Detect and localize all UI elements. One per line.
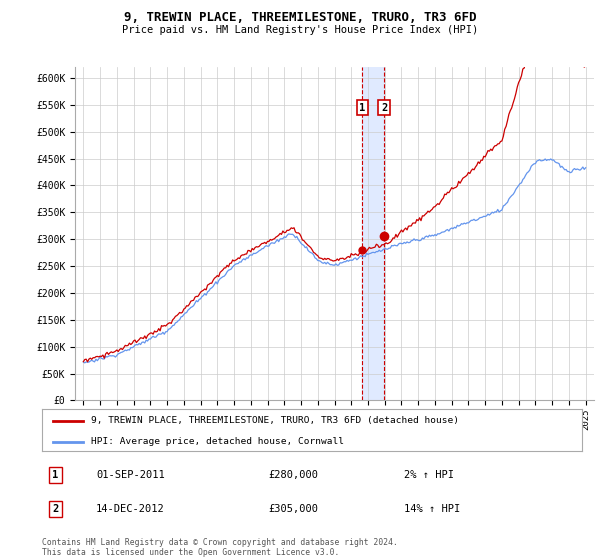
Text: 2% ↑ HPI: 2% ↑ HPI	[404, 470, 454, 480]
Text: 9, TREWIN PLACE, THREEMILESTONE, TRURO, TR3 6FD: 9, TREWIN PLACE, THREEMILESTONE, TRURO, …	[124, 11, 476, 24]
Text: 1: 1	[52, 470, 59, 480]
Text: £280,000: £280,000	[269, 470, 319, 480]
Text: 1: 1	[359, 102, 365, 113]
Text: Contains HM Land Registry data © Crown copyright and database right 2024.
This d: Contains HM Land Registry data © Crown c…	[42, 538, 398, 557]
Text: 14-DEC-2012: 14-DEC-2012	[96, 504, 165, 514]
Text: HPI: Average price, detached house, Cornwall: HPI: Average price, detached house, Corn…	[91, 437, 344, 446]
Text: 2: 2	[381, 102, 387, 113]
Bar	[362, 67, 384, 400]
Text: 01-SEP-2011: 01-SEP-2011	[96, 470, 165, 480]
Text: 14% ↑ HPI: 14% ↑ HPI	[404, 504, 460, 514]
Text: 2: 2	[52, 504, 59, 514]
Text: 9, TREWIN PLACE, THREEMILESTONE, TRURO, TR3 6FD (detached house): 9, TREWIN PLACE, THREEMILESTONE, TRURO, …	[91, 416, 458, 425]
Text: Price paid vs. HM Land Registry's House Price Index (HPI): Price paid vs. HM Land Registry's House …	[122, 25, 478, 35]
Text: £305,000: £305,000	[269, 504, 319, 514]
